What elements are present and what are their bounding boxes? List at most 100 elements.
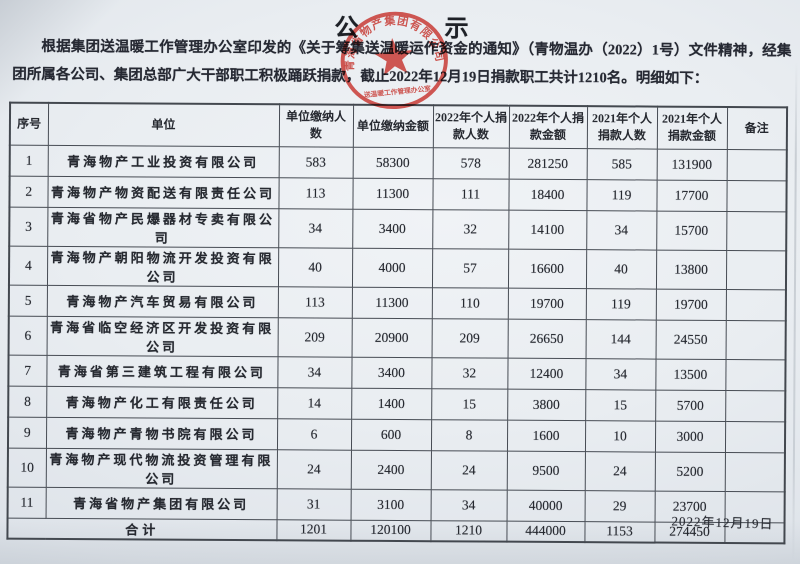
value-cell: 111: [432, 178, 509, 210]
column-header: 单位缴纳人数: [278, 104, 354, 147]
value-cell: 119: [586, 179, 657, 211]
table-row: 1 青海物产工业投资有限公司 583 58300 578 281250 585 131900: [9, 144, 787, 181]
value-cell: 34: [585, 358, 656, 390]
total-value-cell: 444000: [506, 520, 585, 543]
table-row: 6 青海省临空经济区开发投资有限公司 209 20900 209 26650 144 2455…: [8, 315, 786, 360]
column-header: 单位: [47, 102, 280, 147]
row-number-cell: 9: [7, 416, 47, 448]
value-cell: 144: [585, 319, 656, 359]
value-cell: 3400: [352, 208, 433, 249]
row-number-cell: 6: [8, 315, 47, 355]
unit-name-cell: 青海物产物资配送有限责任公司: [47, 175, 279, 209]
value-cell: 15: [431, 388, 508, 420]
total-label-cell: 合计: [7, 517, 277, 541]
value-cell: 583: [278, 146, 353, 178]
row-number-cell: 4: [8, 245, 48, 285]
value-cell: 40: [585, 249, 657, 289]
value-cell: 34: [586, 210, 657, 250]
value-cell: 281250: [508, 147, 587, 180]
note-cell: [726, 179, 787, 212]
row-number-cell: 2: [9, 175, 48, 207]
value-cell: 31: [276, 488, 351, 520]
value-cell: 15700: [656, 210, 727, 250]
table-row: 7 青海省第三建筑工程有限公司 34 3400 32 12400 34 13500: [8, 354, 786, 391]
value-cell: 57: [431, 248, 509, 288]
value-cell: 40: [277, 247, 353, 287]
value-cell: 6: [276, 418, 352, 450]
value-cell: 34: [278, 208, 353, 248]
row-number-cell: 5: [8, 284, 47, 316]
paper-edge-shadow: [792, 62, 798, 561]
unit-name-cell: 青海省物产集团有限公司: [45, 486, 277, 520]
row-number-cell: 10: [7, 447, 46, 487]
footer-date: 2022年12月19日: [671, 513, 774, 532]
column-header: 备注: [726, 106, 788, 150]
value-cell: 209: [277, 317, 352, 357]
note-cell: [725, 358, 786, 391]
unit-name-cell: 青海物产化工有限责任公司: [46, 385, 278, 419]
value-cell: 1600: [506, 419, 586, 452]
column-header: 单位缴纳金额: [352, 104, 434, 148]
note-cell: [725, 389, 786, 422]
value-cell: 14100: [508, 209, 587, 250]
table-row: 8 青海物产化工有限责任公司 14 1400 15 3800 15 5700: [8, 385, 786, 422]
table-row: 11 青海省物产集团有限公司 31 3100 34 40000 29 23700: [7, 486, 785, 523]
value-cell: 578: [432, 147, 509, 179]
unit-name-cell: 青海物产汽车贸易有限公司: [46, 284, 278, 318]
value-cell: 19700: [655, 288, 726, 320]
table-row: 10 青海物产现代物流投资管理有限公司 24 2400 24 9500 24 5200: [7, 447, 785, 492]
column-header: 2021年个人捐款人数: [586, 106, 658, 149]
value-cell: 12400: [507, 357, 586, 390]
value-cell: 3100: [350, 488, 431, 521]
value-cell: 58300: [352, 146, 433, 179]
value-cell: 32: [432, 209, 509, 249]
column-header: 2022年个人捐款金额: [508, 105, 588, 149]
unit-name-cell: 青海物产现代物流投资管理有限公司: [45, 447, 277, 489]
value-cell: 18400: [508, 178, 587, 211]
total-value-cell: 1201: [276, 519, 351, 541]
unit-name-cell: 青海省物产民爆器材专卖有限公司: [47, 206, 279, 248]
value-cell: 17700: [656, 179, 727, 211]
value-cell: 2400: [350, 449, 431, 490]
value-cell: 600: [350, 418, 432, 451]
row-number-cell: 8: [8, 385, 47, 417]
note-cell: [726, 148, 787, 181]
unit-name-cell: 青海省临空经济区开发投资有限公司: [46, 315, 278, 357]
value-cell: 34: [277, 356, 352, 388]
unit-name-cell: 青海物产工业投资有限公司: [47, 144, 279, 178]
value-cell: 5200: [654, 451, 725, 491]
total-row: 合计 1201 120100 1210 444000 1153 274450: [7, 517, 785, 544]
value-cell: 113: [277, 286, 352, 318]
row-number-cell: 1: [9, 144, 48, 176]
value-cell: 24550: [655, 319, 726, 359]
value-cell: 1400: [351, 387, 432, 420]
note-cell: [724, 451, 785, 492]
value-cell: 24: [430, 450, 507, 490]
note-cell: [724, 420, 786, 453]
table-row: 5 青海物产汽车贸易有限公司 113 11300 110 19700 119 19700: [8, 284, 786, 321]
column-header: 2021年个人捐款金额: [656, 106, 728, 149]
value-cell: 113: [278, 177, 353, 209]
table-row: 3 青海省物产民爆器材专卖有限公司 34 3400 32 14100 34 15700: [9, 206, 787, 251]
intro-paragraph: 根据集团送温暖工作管理办公室印发的《关于筹集送温暖运作资金的通知》（青物温办（2…: [12, 38, 792, 87]
row-number-cell: 7: [8, 354, 47, 386]
value-cell: 11300: [351, 286, 432, 319]
value-cell: 32: [431, 357, 508, 389]
table-header-row: 序号 单位 单位缴纳人数 单位缴纳金额 2022年个人捐款人数 2022年个人捐款金额 20…: [9, 102, 788, 150]
value-cell: 29: [584, 490, 655, 522]
table-row: 2 青海物产物资配送有限责任公司 113 11300 111 18400 119 17700: [9, 175, 787, 212]
table-row: 9 青海物产青物书院有限公司 6 600 8 1600 10 3000: [7, 416, 786, 453]
value-cell: 24: [584, 451, 655, 491]
value-cell: 119: [585, 288, 656, 320]
note-cell: [725, 249, 787, 290]
value-cell: 11300: [352, 177, 433, 210]
column-header: 序号: [9, 102, 49, 145]
value-cell: 13500: [655, 358, 726, 390]
value-cell: 3000: [654, 420, 726, 452]
value-cell: 24: [276, 449, 351, 489]
value-cell: 26650: [507, 318, 586, 359]
unit-name-cell: 青海物产朝阳物流开发投资有限公司: [46, 245, 279, 287]
note-cell: [725, 288, 786, 321]
column-header: 2022年个人捐款人数: [432, 105, 510, 148]
